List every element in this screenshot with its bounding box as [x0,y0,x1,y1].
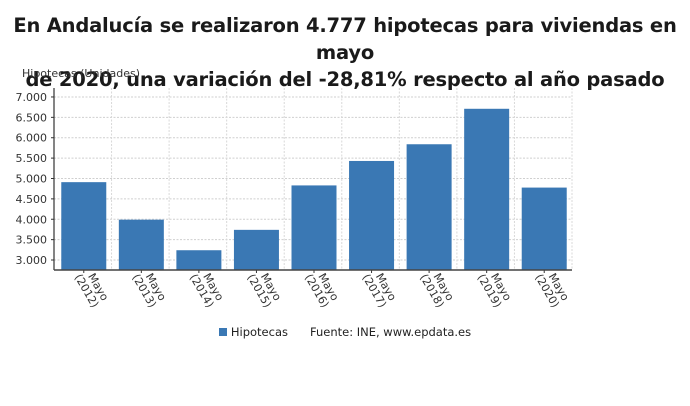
chart-title-line-1: En Andalucía se realizaron 4.777 hipotec… [13,14,677,64]
x-tick-label: Mayo(2013) [129,271,169,310]
bar [521,187,567,270]
x-tick-label: Mayo(2016) [302,271,342,310]
bar [233,229,279,270]
bars [61,108,567,270]
x-tick-label: Mayo(2014) [187,271,227,310]
legend-swatch [218,328,227,336]
bar [464,108,510,270]
y-tick-label: 3.000 [16,254,48,267]
y-tick-label: 3.500 [16,234,48,247]
y-axis-ticks: 3.000 3.500 4.000 4.500 5.000 5.500 6.000 6.500… [16,91,54,267]
y-tick-label: 4.000 [16,213,48,226]
y-tick-label: 7.000 [16,91,48,104]
bar [176,250,222,270]
legend-label: Hipotecas [230,325,288,339]
y-tick-label: 5.000 [16,172,48,185]
bar [406,144,452,270]
x-tick-label: Mayo(2012) [72,271,112,310]
bar [118,219,164,270]
x-tick-label: Mayo(2018) [417,271,457,310]
bar [291,185,337,270]
y-tick-label: 6.000 [16,132,48,145]
bar [61,182,107,270]
bar [349,160,395,270]
x-tick-label: Mayo(2020) [532,271,572,310]
source-note: Fuente: INE, www.epdata.es [309,325,472,339]
chart-title-line-2: de 2020, una variación del -28,81% respe… [25,68,665,91]
legend: Hipotecas Fuente: INE, www.epdata.es [0,325,690,339]
x-tick-label: Mayo(2019) [475,271,515,310]
chart-title: En Andalucía se realizaron 4.777 hipotec… [0,12,690,93]
y-axis-label: Hipotecas (Unidades) [22,67,141,80]
y-tick-label: 4.500 [16,193,48,206]
x-axis-ticks: Mayo(2012) Mayo(2013) Mayo(2014) Mayo(2015)… [72,270,572,310]
y-tick-label: 6.500 [16,111,48,124]
y-tick-label: 5.500 [16,152,48,165]
x-tick-label: Mayo(2015) [244,271,284,310]
x-tick-label: Mayo(2017) [360,271,400,310]
